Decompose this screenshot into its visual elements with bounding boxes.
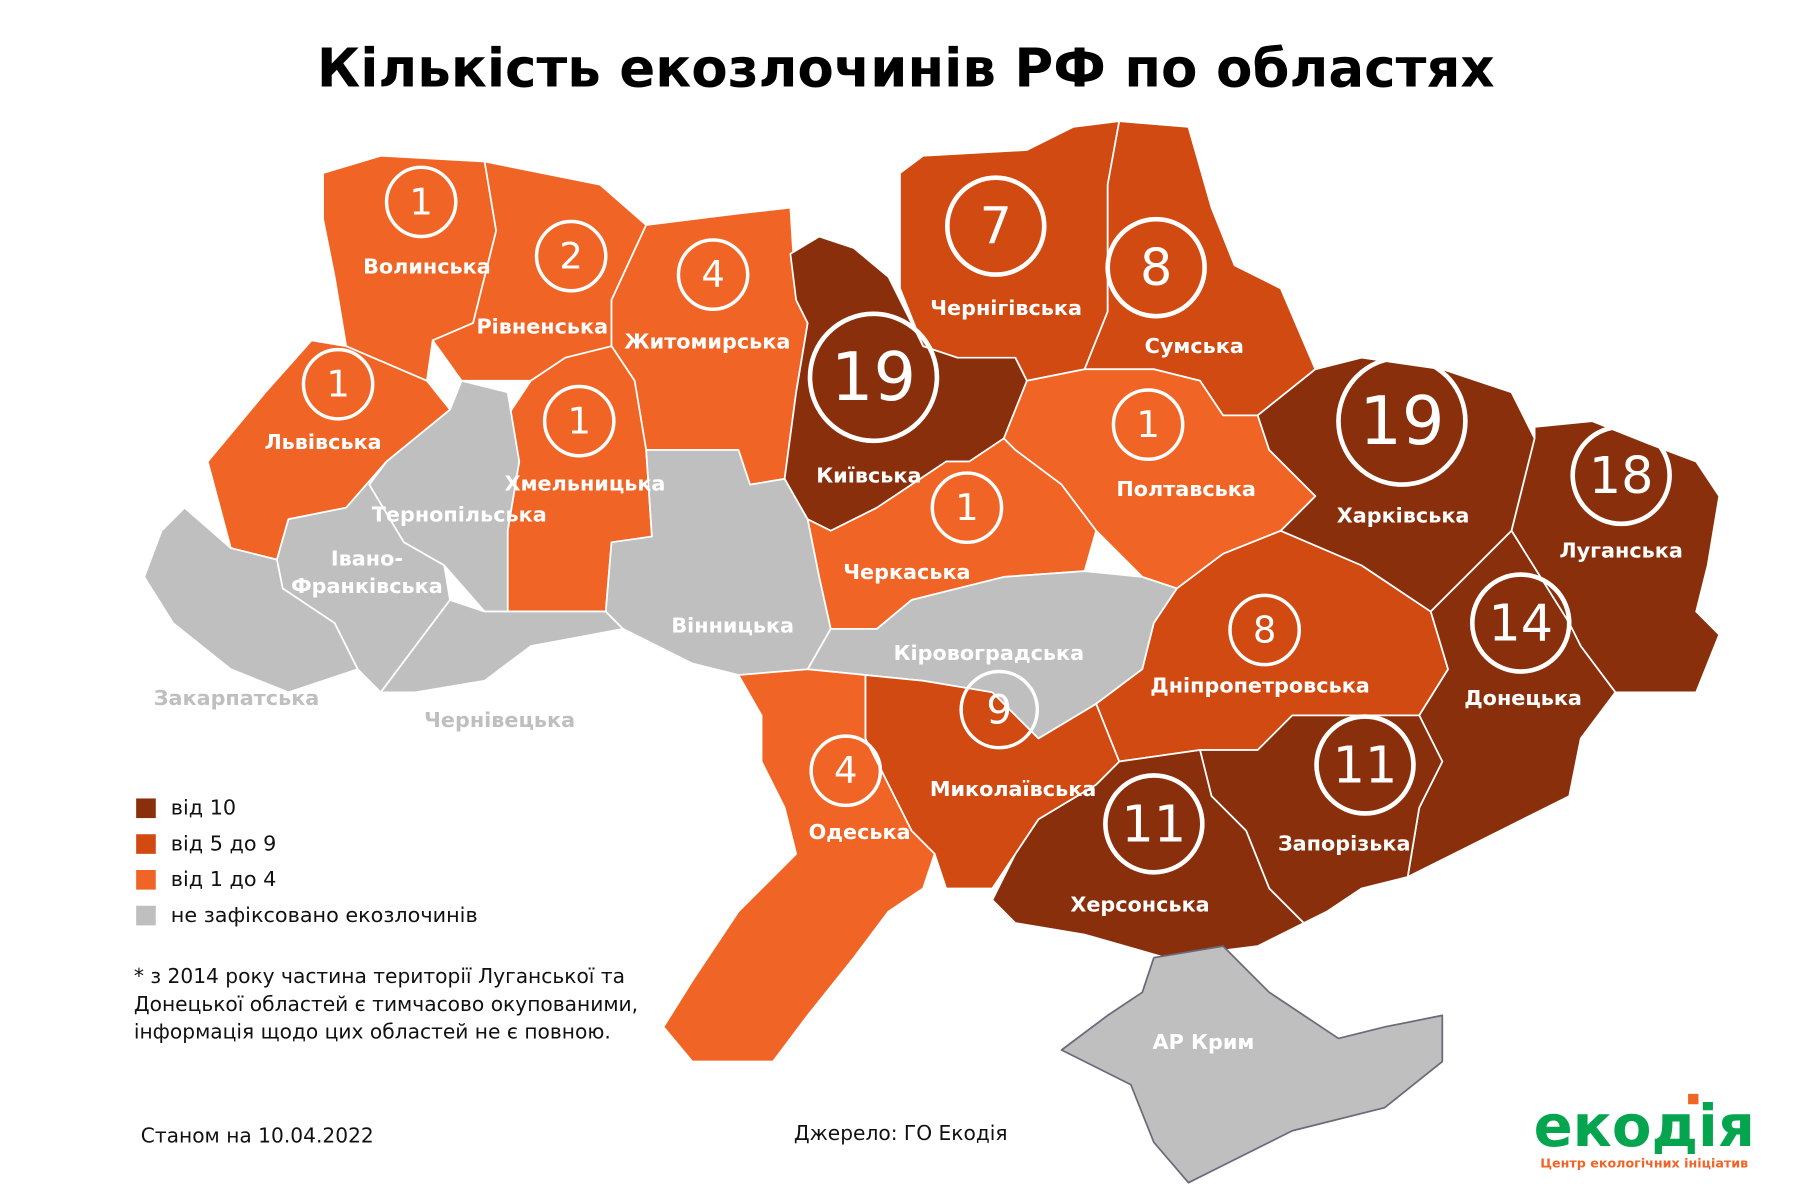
count-value: 2 xyxy=(559,235,582,278)
legend-swatch-from-5-to-9 xyxy=(136,834,156,854)
region-name: Сумська xyxy=(1145,334,1244,358)
count-circle xyxy=(959,669,1040,750)
legend-swatch-none xyxy=(136,905,156,926)
count-circle xyxy=(1470,572,1572,674)
region-name: Житомирська xyxy=(624,329,790,353)
region-14[interactable] xyxy=(806,437,1098,630)
count-circle xyxy=(807,311,940,444)
count-circle xyxy=(1314,714,1416,816)
count-value: 1 xyxy=(326,363,349,406)
labels-layer: 1 Волинська 2 Рівненська 4 Житомирська 1 Львівс… xyxy=(154,165,1683,1054)
region-name: Волинська xyxy=(363,254,491,278)
region-name: Франківська xyxy=(291,574,443,598)
count-circle xyxy=(676,238,750,311)
region-name: Кіровоградська xyxy=(894,641,1085,665)
count-value: 1 xyxy=(1136,403,1159,446)
count-value: 1 xyxy=(409,180,432,223)
region-name: Івано- xyxy=(331,546,403,570)
count-value: 9 xyxy=(986,686,1012,733)
count-circle xyxy=(809,734,883,808)
count-value: 19 xyxy=(1359,382,1444,460)
count-circle xyxy=(1105,216,1207,319)
region-24[interactable] xyxy=(1060,945,1444,1184)
region-name: Вінницька xyxy=(671,613,794,637)
footnote-line: інформація щодо цих областей не є повною… xyxy=(134,1019,611,1043)
ekodiya-logo: екодія Центр екологічних ініціатив xyxy=(1534,1092,1755,1171)
count-circle xyxy=(945,175,1047,277)
region-name: Чернігівська xyxy=(930,296,1082,320)
count-value: 4 xyxy=(701,253,724,296)
count-value: 4 xyxy=(834,749,857,792)
count-value: 8 xyxy=(1253,608,1276,651)
logo-wordmark: екодія xyxy=(1534,1092,1755,1160)
count-circle xyxy=(1570,424,1672,527)
footnote-line: * з 2014 року частина території Луганськ… xyxy=(134,964,625,988)
region-name: Харківська xyxy=(1337,504,1470,528)
region-19[interactable] xyxy=(1406,529,1617,878)
logo-dot xyxy=(1688,1093,1699,1105)
region-name: Тернопільська xyxy=(372,503,547,527)
count-value: 1 xyxy=(955,486,978,529)
legend-label: від 10 xyxy=(171,796,236,820)
legend-label: не зафіксовано екозлочинів xyxy=(171,903,478,927)
legend-swatch-from-10 xyxy=(136,798,156,819)
logo-tagline: Центр екологічних ініціатив xyxy=(1540,1156,1748,1171)
count-circle xyxy=(384,165,458,239)
count-value: 11 xyxy=(1333,735,1398,794)
region-name: Хмельницька xyxy=(505,471,666,495)
count-circle xyxy=(542,384,616,458)
count-circle xyxy=(1103,773,1205,875)
legend-swatch-from-1-to-4 xyxy=(136,870,156,890)
region-23[interactable] xyxy=(662,668,936,1063)
count-circle xyxy=(1336,355,1468,487)
region-name: Чернівецька xyxy=(424,708,575,732)
region-name: Київська xyxy=(816,463,921,487)
count-circle xyxy=(1111,388,1185,461)
legend-label: від 1 до 4 xyxy=(171,867,277,891)
region-name: Одеська xyxy=(809,820,911,844)
region-name: Львівська xyxy=(264,430,381,454)
region-7[interactable] xyxy=(143,506,359,694)
count-value: 11 xyxy=(1122,794,1187,853)
region-name: Дніпропетровська xyxy=(1150,673,1370,697)
count-circle xyxy=(301,347,375,421)
region-name: Донецька xyxy=(1464,686,1582,710)
region-name: АР Крим xyxy=(1153,1030,1255,1054)
count-value: 8 xyxy=(1140,238,1172,297)
count-value: 19 xyxy=(831,338,916,416)
footnote-line: Донецької областей є тимчасово окуповани… xyxy=(134,992,638,1016)
map-title: Кількість екозлочинів РФ по областях xyxy=(317,38,1495,100)
region-name: Луганська xyxy=(1559,538,1682,562)
count-value: 1 xyxy=(567,400,590,443)
count-value: 18 xyxy=(1589,446,1654,505)
region-name: Закарпатська xyxy=(154,686,320,710)
region-name: Полтавська xyxy=(1116,477,1256,501)
footnote: * з 2014 року частина території Луганськ… xyxy=(134,964,638,1043)
source-label: Джерело: ГО Екодія xyxy=(794,1121,1008,1145)
legend-label: від 5 до 9 xyxy=(171,831,277,855)
count-circle xyxy=(534,219,608,293)
legend: від 10 від 5 до 9 від 1 до 4 не зафіксов… xyxy=(136,796,478,927)
region-name: Рівненська xyxy=(476,314,608,338)
region-name: Запорізька xyxy=(1278,831,1411,855)
region-name: Миколаївська xyxy=(930,777,1096,801)
region-name: Черкаська xyxy=(843,560,970,584)
region-name: Херсонська xyxy=(1070,893,1209,917)
count-value: 14 xyxy=(1488,594,1553,653)
count-circle xyxy=(930,471,1004,545)
count-circle xyxy=(1228,593,1301,667)
date-label: Станом на 10.04.2022 xyxy=(141,1123,374,1147)
count-value: 7 xyxy=(980,197,1012,256)
